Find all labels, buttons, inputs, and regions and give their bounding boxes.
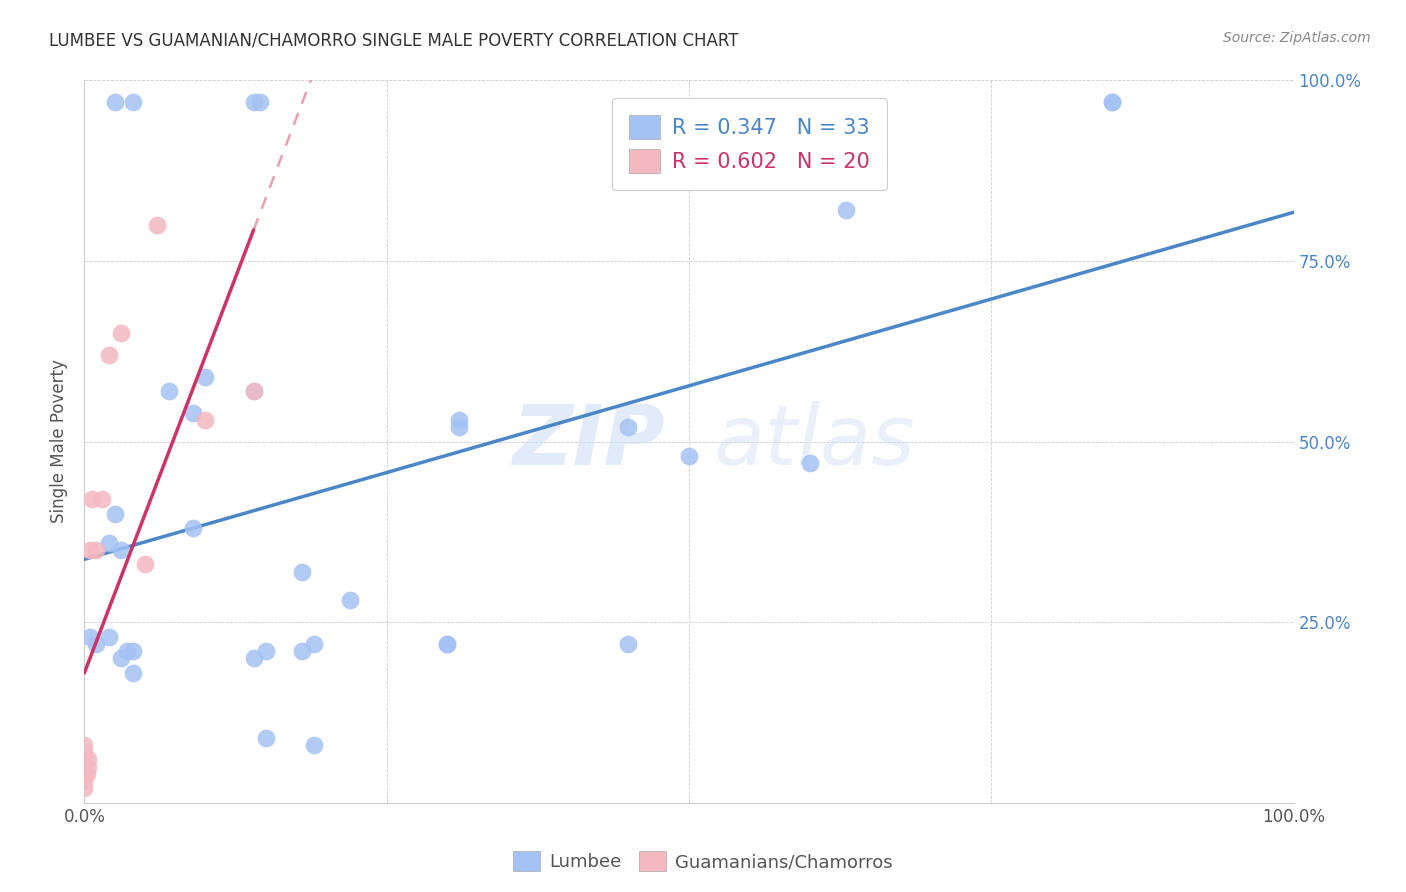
Point: [80, 492, 103, 507]
Point: [146, 218, 169, 232]
Point: [110, 542, 132, 557]
Point: [617, 637, 640, 651]
Point: [436, 637, 458, 651]
Point: [121, 644, 143, 658]
Point: [73, 738, 96, 752]
Point: [194, 369, 217, 384]
Point: [115, 644, 138, 658]
Point: [97, 535, 120, 549]
Point: [254, 731, 277, 745]
Point: [242, 384, 264, 398]
Point: [73, 752, 96, 766]
Point: [291, 565, 314, 579]
Point: [1101, 95, 1123, 109]
Point: [86, 542, 108, 557]
Point: [76, 767, 98, 781]
Y-axis label: Single Male Poverty: Single Male Poverty: [49, 359, 67, 524]
Legend: R = 0.347   N = 33, R = 0.602   N = 20: R = 0.347 N = 33, R = 0.602 N = 20: [612, 98, 887, 190]
Point: [73, 767, 96, 781]
Text: Source: ZipAtlas.com: Source: ZipAtlas.com: [1223, 31, 1371, 45]
Point: [73, 781, 96, 796]
Point: [104, 507, 127, 521]
Point: [86, 637, 108, 651]
Point: [254, 644, 277, 658]
Point: [339, 593, 361, 607]
Point: [449, 413, 471, 427]
Point: [77, 760, 100, 774]
Point: [79, 630, 101, 644]
Point: [799, 456, 821, 470]
Point: [73, 760, 96, 774]
Point: [242, 384, 264, 398]
Point: [77, 752, 100, 766]
Point: [302, 738, 325, 752]
Point: [436, 637, 458, 651]
Point: [134, 558, 156, 572]
Point: [194, 413, 217, 427]
Point: [1101, 95, 1123, 109]
Point: [449, 420, 471, 434]
Point: [110, 326, 132, 340]
Point: [73, 745, 96, 759]
Point: [835, 203, 858, 218]
Point: [242, 651, 264, 665]
Text: ZIP: ZIP: [512, 401, 665, 482]
Point: [617, 420, 640, 434]
Point: [242, 95, 264, 109]
Legend: Lumbee, Guamanians/Chamorros: Lumbee, Guamanians/Chamorros: [506, 844, 900, 879]
Point: [181, 521, 204, 535]
Text: LUMBEE VS GUAMANIAN/CHAMORRO SINGLE MALE POVERTY CORRELATION CHART: LUMBEE VS GUAMANIAN/CHAMORRO SINGLE MALE…: [49, 31, 738, 49]
Point: [121, 665, 143, 680]
Point: [181, 406, 204, 420]
Point: [157, 384, 180, 398]
Point: [97, 630, 120, 644]
Point: [291, 644, 314, 658]
Point: [121, 95, 143, 109]
Point: [249, 95, 271, 109]
Point: [97, 348, 120, 362]
Point: [104, 95, 127, 109]
Point: [91, 492, 114, 507]
Point: [110, 651, 132, 665]
Point: [678, 449, 700, 463]
Point: [302, 637, 325, 651]
Text: atlas: atlas: [713, 401, 915, 482]
Point: [73, 774, 96, 789]
Point: [79, 542, 101, 557]
